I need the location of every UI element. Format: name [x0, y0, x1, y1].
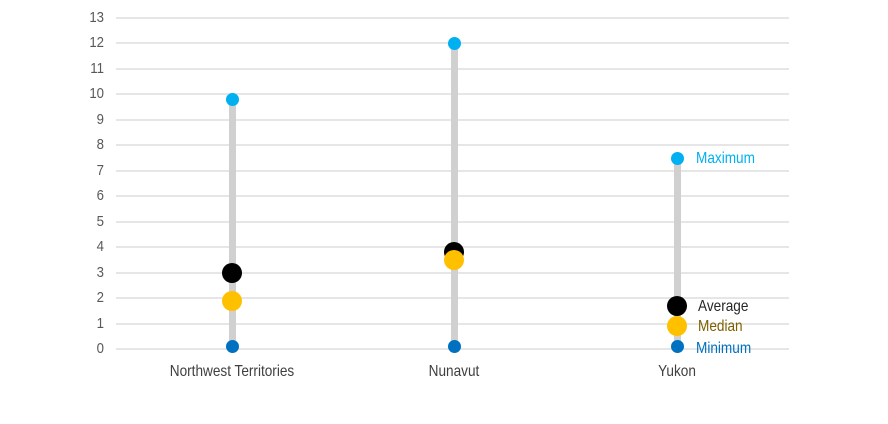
y-tick-label: 7 — [96, 161, 104, 179]
y-tick-label: 8 — [96, 136, 104, 154]
range-stem — [450, 43, 458, 347]
y-tick-label: 2 — [96, 289, 104, 307]
y-tick-label: 9 — [96, 110, 104, 128]
legend-minimum: Minimum — [696, 340, 752, 357]
legend-maximum: Maximum — [696, 150, 755, 167]
average-marker — [222, 262, 242, 283]
y-tick-label: 3 — [96, 263, 104, 281]
median-marker — [222, 290, 242, 311]
median-marker — [444, 249, 464, 270]
y-tick-label: 1 — [96, 314, 104, 332]
maximum-marker — [670, 151, 684, 165]
range-stem — [228, 99, 236, 347]
range-stem — [673, 158, 681, 347]
y-tick-label: 6 — [96, 187, 104, 205]
x-category-label: Northwest Territories — [169, 363, 295, 380]
x-category-label: Yukon — [658, 363, 696, 380]
x-category-label: Nunavut — [428, 363, 480, 380]
y-tick-label: 5 — [96, 212, 104, 230]
maximum-marker — [447, 36, 461, 50]
minimum-marker — [670, 339, 684, 353]
y-tick-label: 10 — [89, 85, 104, 103]
median-marker — [667, 316, 687, 337]
y-tick-label: 4 — [96, 238, 104, 256]
legend-median: Median — [698, 318, 743, 335]
legend-average: Average — [698, 298, 749, 315]
minimum-marker — [225, 339, 239, 353]
y-tick-label: 0 — [96, 340, 104, 357]
y-tick-label: 12 — [89, 34, 104, 52]
minimum-marker — [447, 339, 461, 353]
gridline — [116, 17, 789, 19]
y-tick-label: 13 — [89, 9, 104, 26]
maximum-marker — [225, 92, 239, 106]
y-tick-label: 11 — [90, 59, 104, 77]
average-marker — [667, 295, 687, 316]
